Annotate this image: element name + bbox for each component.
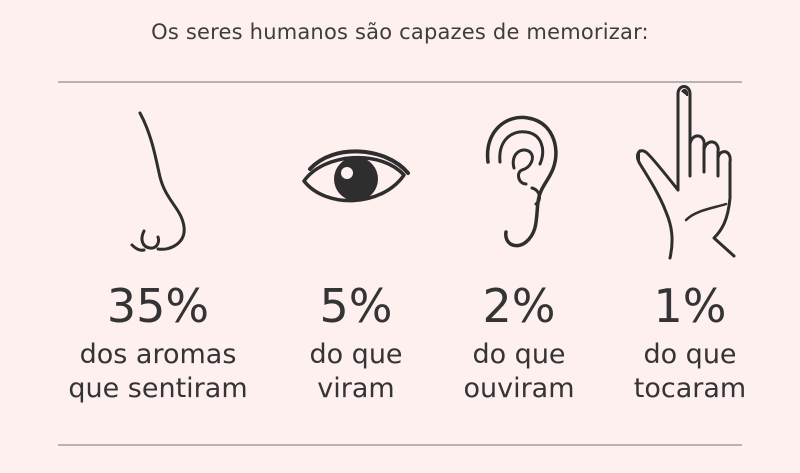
bottom-divider [58, 444, 742, 446]
percent-hearing: 2% [482, 279, 556, 333]
page-title: Os seres humanos são capazes de memoriza… [151, 20, 649, 44]
caption-hearing-line2: ouviram [463, 373, 575, 404]
top-divider [58, 81, 742, 83]
stat-hearing: 2% do que ouviram [424, 100, 614, 406]
caption-hearing-line1: do que [472, 339, 566, 370]
caption-smell-line1: dos aromas [79, 339, 237, 370]
percent-sight: 5% [319, 279, 393, 333]
caption-touch-line1: do que [643, 339, 737, 370]
nose-icon [130, 111, 186, 252]
percent-smell: 35% [106, 279, 210, 333]
percent-touch: 1% [653, 279, 727, 333]
caption-touch-line2: tocaram [633, 373, 747, 404]
finger-icon [636, 85, 736, 260]
caption-sight-line1: do que [309, 339, 403, 370]
eye-icon [302, 149, 410, 203]
caption-sight-line2: viram [317, 373, 395, 404]
stat-touch: 1% do que tocaram [595, 85, 785, 406]
ear-icon [485, 115, 558, 248]
stat-sight: 5% do que viram [261, 100, 451, 406]
stat-smell: 35% dos aromas que sentiram [63, 100, 253, 406]
caption-smell-line2: que sentiram [68, 373, 248, 404]
